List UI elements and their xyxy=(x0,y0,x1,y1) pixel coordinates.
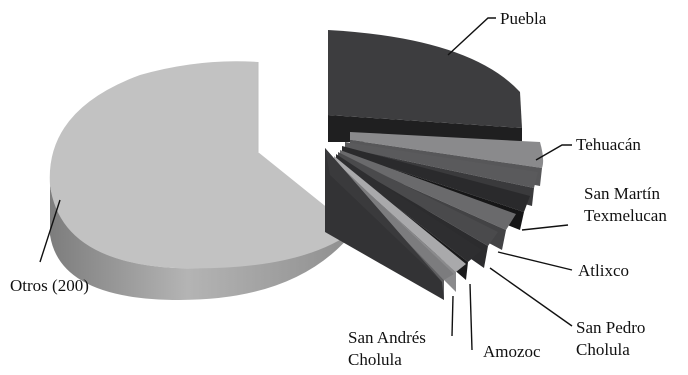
label-otros: Otros (200) xyxy=(10,276,89,295)
leader-san-andres xyxy=(451,295,454,337)
slice-dark-front xyxy=(325,148,444,300)
label-san-pedro: San Pedro Cholula xyxy=(576,318,645,359)
label-san-andres: San Andrés Cholula xyxy=(348,328,426,369)
leader-tehuacan xyxy=(535,144,572,161)
label-puebla: Puebla xyxy=(500,9,547,28)
leader-san-pedro xyxy=(489,267,573,327)
leader-atlixco xyxy=(497,251,573,271)
leader-san-martin xyxy=(521,224,569,231)
slice-otros xyxy=(49,61,355,300)
label-amozoc: Amozoc xyxy=(483,342,541,361)
slice-puebla xyxy=(328,30,522,142)
leader-puebla xyxy=(447,17,496,56)
leader-otros xyxy=(39,199,61,263)
label-atlixco: Atlixco xyxy=(578,261,629,280)
leader-lines xyxy=(39,17,573,351)
leader-amozoc xyxy=(469,283,473,351)
label-tehuacan: Tehuacán xyxy=(576,135,641,154)
label-san-martin: San Martín Texmelucan xyxy=(584,184,667,225)
